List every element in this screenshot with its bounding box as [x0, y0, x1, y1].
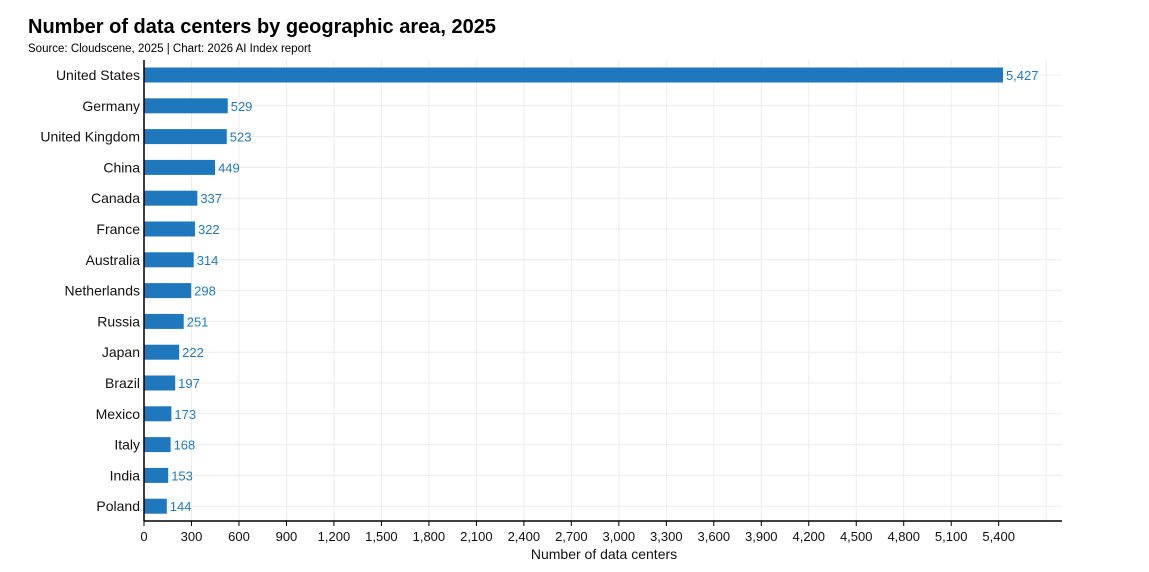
x-tick-label: 4,500: [840, 529, 873, 544]
bar-germany: [144, 98, 228, 114]
bar-australia: [144, 252, 194, 268]
x-tick-label: 4,800: [887, 529, 920, 544]
bar-italy: [144, 437, 171, 453]
bar-china: [144, 159, 216, 175]
x-tick-label: 2,700: [555, 529, 588, 544]
value-label: 197: [178, 376, 200, 391]
bar-mexico: [144, 406, 172, 422]
category-label: Australia: [86, 252, 141, 268]
x-tick-label: 900: [276, 529, 298, 544]
category-label: Canada: [91, 190, 140, 206]
bar-poland: [144, 498, 167, 514]
category-label: Russia: [97, 313, 140, 329]
x-axis-title: Number of data centers: [531, 546, 677, 562]
chart-subtitle: Source: Cloudscene, 2025 | Chart: 2026 A…: [28, 43, 311, 55]
value-label: 449: [218, 160, 240, 175]
x-tick-label: 2,400: [508, 529, 541, 544]
x-tick-label: 3,000: [603, 529, 636, 544]
chart-title: Number of data centers by geographic are…: [28, 16, 496, 38]
value-label: 337: [200, 191, 222, 206]
x-tick-label: 2,100: [460, 529, 493, 544]
x-tick-label: 3,300: [650, 529, 683, 544]
category-label: China: [103, 159, 140, 175]
value-label: 144: [170, 499, 192, 514]
category-label: Poland: [96, 498, 140, 514]
category-label: France: [96, 221, 140, 237]
x-tick-label: 300: [181, 529, 203, 544]
bar-russia: [144, 313, 184, 329]
bar-india: [144, 467, 169, 483]
x-tick-label: 3,600: [698, 529, 731, 544]
category-label: Japan: [102, 344, 140, 360]
value-label: 222: [182, 345, 204, 360]
category-label: Mexico: [96, 406, 141, 422]
bar-united-states: [144, 67, 1003, 83]
value-label: 322: [198, 222, 220, 237]
category-label: India: [110, 467, 141, 483]
value-label: 529: [231, 99, 253, 114]
x-tick-label: 3,900: [745, 529, 778, 544]
x-tick-label: 1,200: [318, 529, 351, 544]
value-label: 168: [174, 438, 196, 453]
category-label: Germany: [82, 98, 140, 114]
value-label: 5,427: [1006, 68, 1039, 83]
category-label: United States: [56, 67, 140, 83]
category-label: United Kingdom: [40, 129, 140, 145]
x-tick-label: 600: [228, 529, 250, 544]
category-label: Brazil: [105, 375, 140, 391]
bar-netherlands: [144, 283, 192, 299]
x-tick-label: 0: [140, 529, 147, 544]
value-label: 523: [230, 130, 252, 145]
x-tick-label: 4,200: [792, 529, 825, 544]
bar-brazil: [144, 375, 176, 391]
value-label: 251: [187, 314, 209, 329]
category-label: Italy: [114, 437, 140, 453]
x-tick-label: 1,800: [413, 529, 446, 544]
category-label: Netherlands: [65, 283, 141, 299]
value-label: 153: [171, 468, 193, 483]
value-label: 173: [174, 407, 196, 422]
bar-united-kingdom: [144, 129, 227, 145]
bar-france: [144, 221, 195, 237]
value-label: 298: [194, 284, 216, 299]
x-tick-label: 1,500: [365, 529, 398, 544]
bar-canada: [144, 190, 198, 206]
x-tick-label: 5,400: [982, 529, 1015, 544]
x-tick-label: 5,100: [935, 529, 968, 544]
value-label: 314: [197, 253, 219, 268]
bar-japan: [144, 344, 180, 360]
